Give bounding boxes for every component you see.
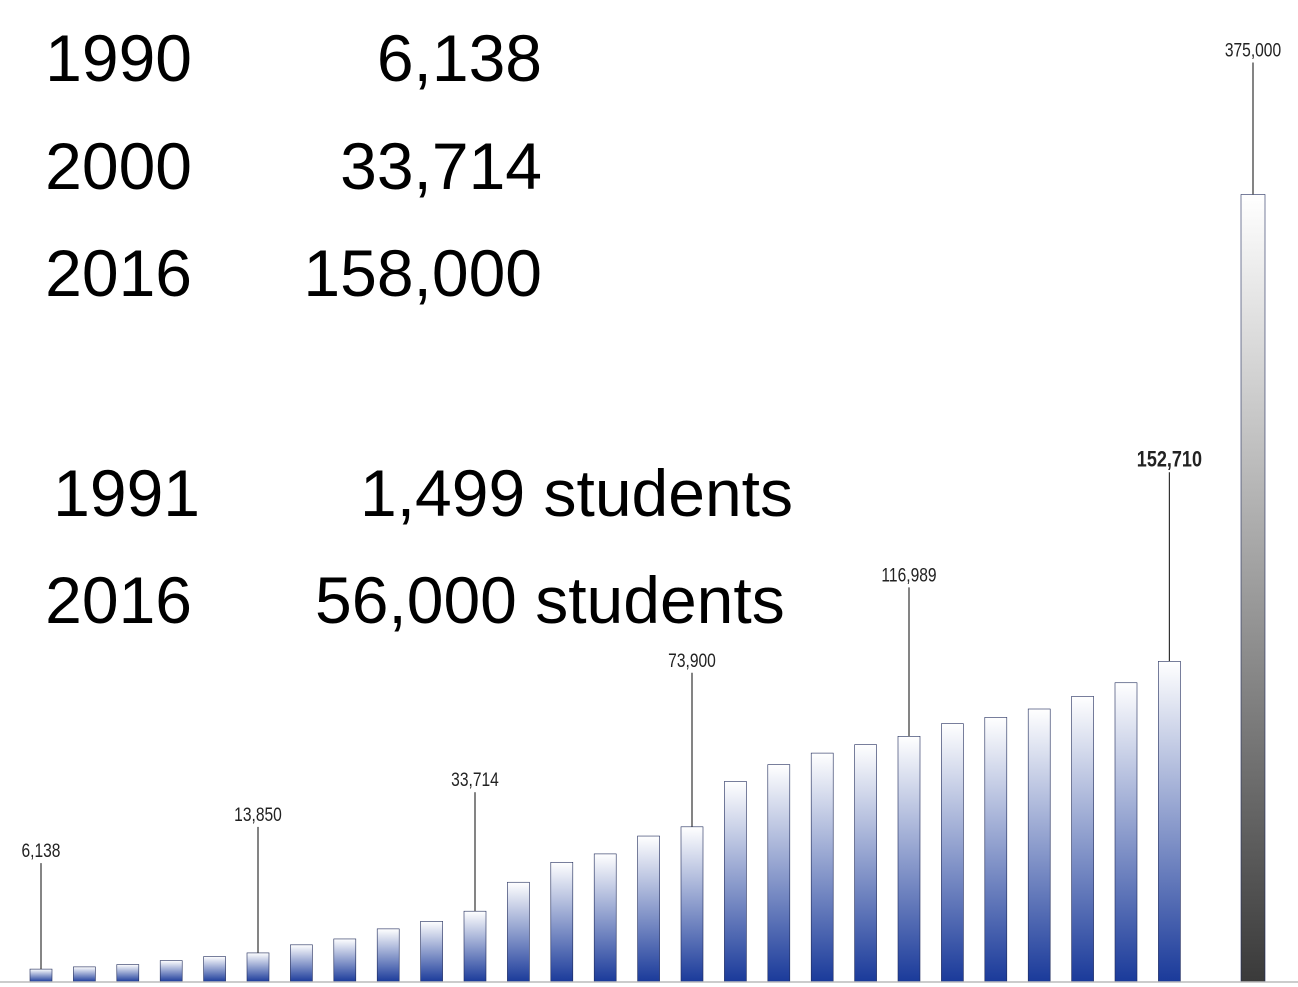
bar-8 xyxy=(376,928,400,983)
bar-3 xyxy=(159,960,183,983)
bar-6 xyxy=(290,944,313,983)
bar-18 xyxy=(810,752,834,983)
bar-7 xyxy=(333,938,357,983)
data-label-27: 375,000 xyxy=(1225,39,1281,61)
students-value-1991: 1,499 students xyxy=(360,456,793,530)
bar-21 xyxy=(941,723,964,983)
bar-4 xyxy=(203,956,226,983)
population-year-2000: 2000 xyxy=(45,129,192,203)
population-year-2016: 2016 xyxy=(45,236,192,310)
bar-14 xyxy=(637,835,660,983)
bar-9 xyxy=(420,921,443,983)
bar-19 xyxy=(854,744,877,983)
bar-15 xyxy=(680,826,704,983)
population-value-2000: 33,714 xyxy=(340,129,542,203)
bar-12 xyxy=(550,861,574,983)
students-value-2016: 56,000 students xyxy=(315,563,785,637)
bar-13 xyxy=(593,853,617,983)
bar-20 xyxy=(897,736,921,983)
bar-0 xyxy=(29,968,53,983)
data-label-10: 33,714 xyxy=(451,769,499,791)
students-year-1991: 1991 xyxy=(53,456,200,530)
bar-17 xyxy=(767,764,791,983)
population-value-1990: 6,138 xyxy=(376,21,542,95)
bar-25 xyxy=(1114,682,1138,983)
bar-5 xyxy=(246,952,270,983)
data-label-20: 116,989 xyxy=(881,564,936,586)
students-year-2016: 2016 xyxy=(45,563,192,637)
bar-2 xyxy=(116,964,140,983)
bar-27 xyxy=(1240,194,1266,983)
data-label-26: 152,710 xyxy=(1137,448,1202,472)
population-value-2016: 158,000 xyxy=(303,236,542,310)
data-label-15: 73,900 xyxy=(668,649,716,671)
bar-22 xyxy=(984,717,1008,983)
labels-layer: 6,138 13,850 33,714 73,900 116,989 152,710 375… xyxy=(22,39,1281,970)
bar-24 xyxy=(1071,696,1094,983)
bar-1 xyxy=(73,966,96,983)
bar-16 xyxy=(724,781,747,983)
bar-10 xyxy=(463,910,487,983)
data-label-0: 6,138 xyxy=(22,840,61,862)
bar-26 xyxy=(1158,661,1181,983)
data-label-5: 13,850 xyxy=(234,803,282,825)
population-year-1990: 1990 xyxy=(45,21,192,95)
bars-layer xyxy=(29,194,1266,983)
bar-11 xyxy=(507,881,530,983)
bar-23 xyxy=(1027,708,1051,983)
